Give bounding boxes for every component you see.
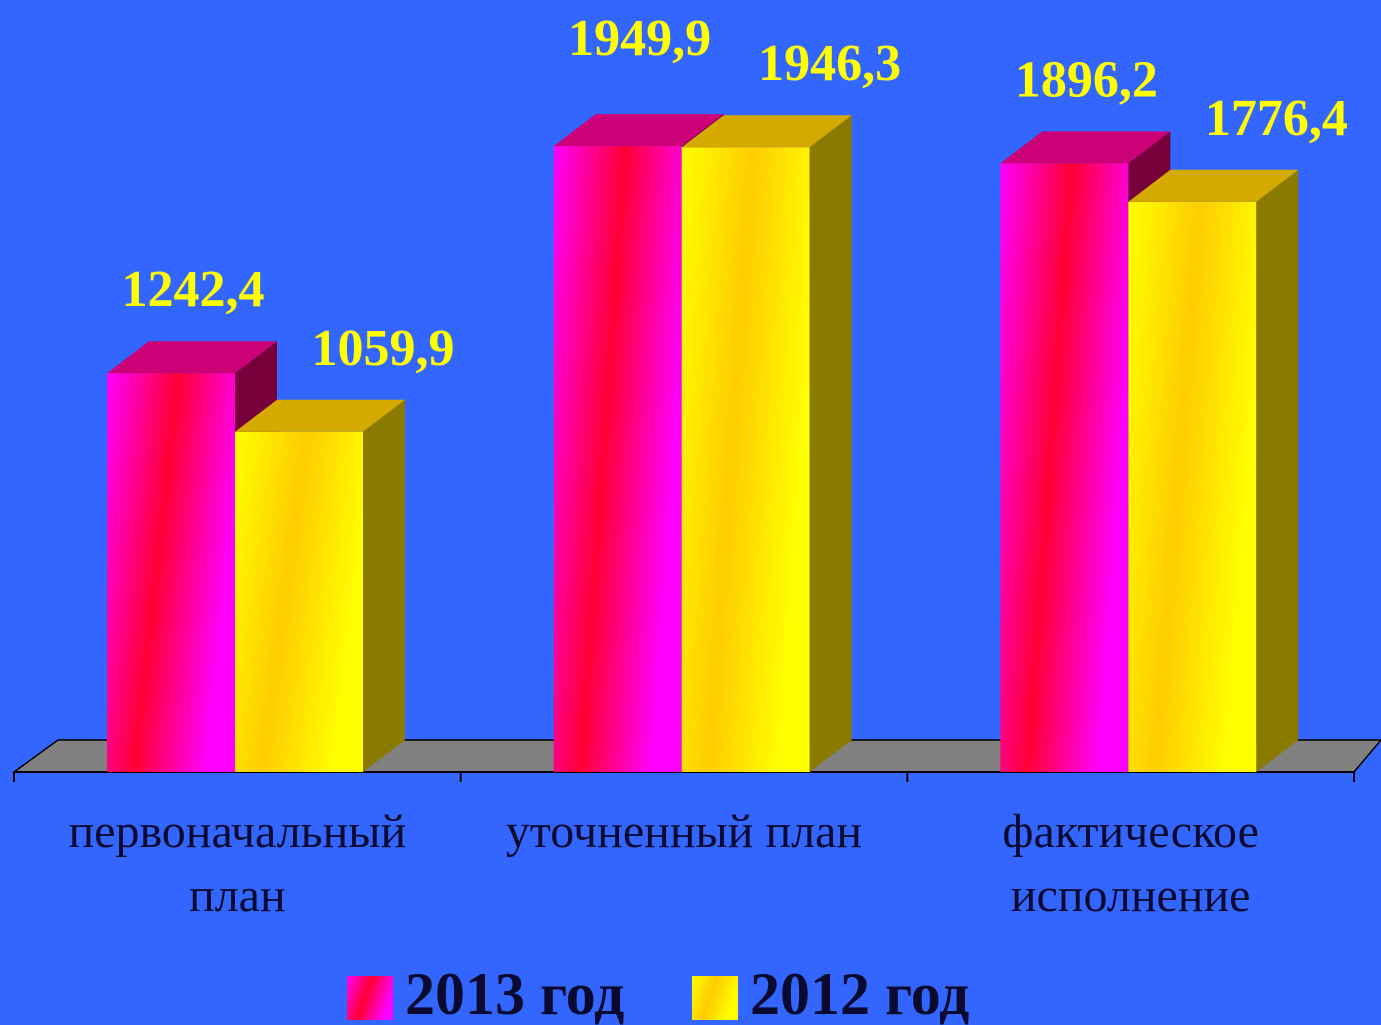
bar-front (235, 431, 363, 772)
value-label: 1059,9 (312, 320, 455, 377)
bar-top (107, 341, 277, 374)
bar-top (1128, 169, 1299, 202)
value-label: 1242,4 (122, 261, 265, 318)
bar-front (553, 146, 682, 772)
x-tick-label: уточненный план (505, 805, 863, 858)
bar-front (1000, 163, 1129, 772)
value-label: 1776,4 (1205, 90, 1348, 147)
bar-top (235, 399, 405, 432)
bar-top (681, 115, 852, 148)
legend-label: 2013 год (405, 961, 624, 1025)
bar-side (1256, 169, 1299, 772)
bar-front (1128, 201, 1257, 772)
legend-label: 2012 год (750, 961, 969, 1025)
legend-swatch (347, 976, 393, 1020)
x-tick-label: фактическое исполнение (1002, 805, 1259, 922)
bar-side (809, 115, 852, 773)
bar-front (107, 373, 235, 772)
value-label: 1946,3 (758, 35, 901, 92)
bar-top (553, 114, 724, 147)
x-tick-label: первоначальный план (68, 805, 407, 922)
bar-top (1000, 131, 1171, 164)
value-label: 1949,9 (568, 10, 711, 67)
value-label: 1896,2 (1015, 51, 1158, 108)
legend-swatch (692, 976, 738, 1020)
bar-side (363, 399, 405, 772)
bar-front (681, 147, 810, 773)
